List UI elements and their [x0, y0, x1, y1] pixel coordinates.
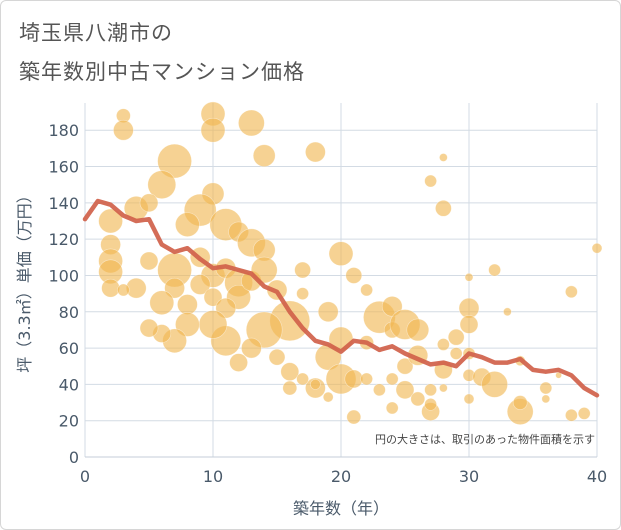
bubble-point	[139, 193, 159, 213]
bubble-point	[101, 278, 120, 298]
bubble-point	[238, 109, 265, 137]
average-line-series	[82, 198, 600, 398]
bubble-point	[424, 398, 437, 411]
bubble-point	[424, 383, 437, 397]
bubble-point	[459, 315, 479, 334]
tick-labels: 0 10 20 30 40 0 20 40 60 80 100 120 140 160 180	[48, 121, 607, 486]
bubble-point	[175, 312, 200, 337]
bubble-point	[439, 383, 448, 393]
x-tick-label: 40	[587, 467, 607, 486]
y-tick-label: 160	[48, 158, 79, 177]
bubble-point	[296, 372, 309, 386]
bubble-point	[463, 393, 475, 405]
bubble-point	[512, 395, 528, 410]
y-tick-label: 140	[48, 194, 79, 213]
bubble-point	[591, 242, 603, 254]
y-tick-label: 20	[59, 412, 79, 431]
bubble-point	[449, 347, 463, 360]
bubble-point	[328, 241, 354, 266]
bubble-series	[98, 101, 603, 425]
x-tick-label: 20	[331, 467, 351, 486]
bubble-point	[346, 409, 362, 425]
bubble-point	[175, 212, 200, 237]
bubble-point	[437, 338, 450, 351]
bubble-point	[395, 380, 415, 400]
bubble-point	[373, 383, 386, 397]
bubble-point	[439, 153, 448, 162]
y-tick-label: 60	[59, 339, 79, 358]
bubble-point	[149, 290, 175, 315]
bubble-point	[147, 170, 177, 199]
bubble-point	[481, 371, 508, 398]
bubble-point	[296, 287, 309, 300]
bubble-point	[447, 328, 465, 346]
bubble-point	[280, 362, 300, 381]
bubble-point	[268, 348, 286, 366]
bubble-point	[241, 337, 262, 359]
x-tick-label: 30	[459, 467, 479, 486]
bubble-point	[385, 372, 399, 386]
bubble-point	[113, 119, 134, 141]
bubble-point	[385, 401, 399, 415]
bubble-point	[503, 307, 512, 317]
bubble-point	[139, 318, 159, 338]
y-tick-label: 120	[48, 230, 79, 249]
bubble-point	[200, 117, 226, 143]
bubble-point	[360, 372, 373, 386]
y-axis-title: 坪（3.3㎡）単価（万円）	[15, 187, 34, 372]
x-axis-title: 築年数（年）	[293, 499, 389, 518]
bubble-point	[177, 294, 198, 315]
bubble-point	[164, 277, 185, 299]
bubble-point	[229, 353, 248, 372]
bubble-point	[345, 267, 363, 284]
bubble-point	[189, 274, 211, 295]
bubble-point	[406, 318, 430, 342]
y-tick-label: 0	[69, 448, 79, 467]
bubble-point	[458, 297, 480, 319]
x-tick-label: 0	[80, 467, 90, 486]
x-tick-label: 10	[203, 467, 223, 486]
bubble-point	[198, 310, 228, 339]
bubble-point	[424, 174, 437, 188]
bubble-size-note: 円の大きさは、取引のあった物件面積を示す	[375, 432, 595, 446]
bubble-point	[360, 283, 373, 297]
bubble-point	[317, 301, 339, 323]
bubble-point	[577, 407, 591, 420]
bubble-point	[305, 141, 326, 163]
bubble-point	[541, 394, 551, 404]
bubble-point	[203, 287, 223, 307]
bubble-point	[344, 369, 364, 389]
bubble-point	[282, 380, 298, 396]
bubble-point	[250, 256, 278, 284]
bubble-point	[252, 144, 276, 167]
bubble-point	[98, 208, 123, 234]
bubble-point	[464, 272, 474, 282]
y-tick-label: 40	[59, 375, 79, 394]
bubble-point	[435, 199, 452, 217]
bubble-point	[410, 391, 426, 407]
bubble-point	[565, 285, 578, 299]
bubble-point	[539, 381, 553, 395]
bubble-point	[396, 357, 414, 375]
bubble-point	[139, 251, 159, 271]
bubble-point	[294, 261, 311, 279]
chart-title-line2: 築年数別中古マンション価格	[19, 60, 305, 84]
bubble-point	[322, 391, 334, 403]
bubble-point	[157, 143, 192, 179]
average-price-line	[82, 198, 600, 398]
chart-title-line1: 埼玉県八潮市の	[19, 21, 173, 45]
bubble-point	[565, 408, 578, 422]
y-tick-label: 80	[59, 303, 79, 322]
bubble-point	[488, 263, 501, 277]
bubble-point	[310, 379, 321, 390]
bubble-point	[117, 283, 130, 297]
y-tick-label: 100	[48, 266, 79, 285]
y-tick-label: 180	[48, 121, 79, 140]
